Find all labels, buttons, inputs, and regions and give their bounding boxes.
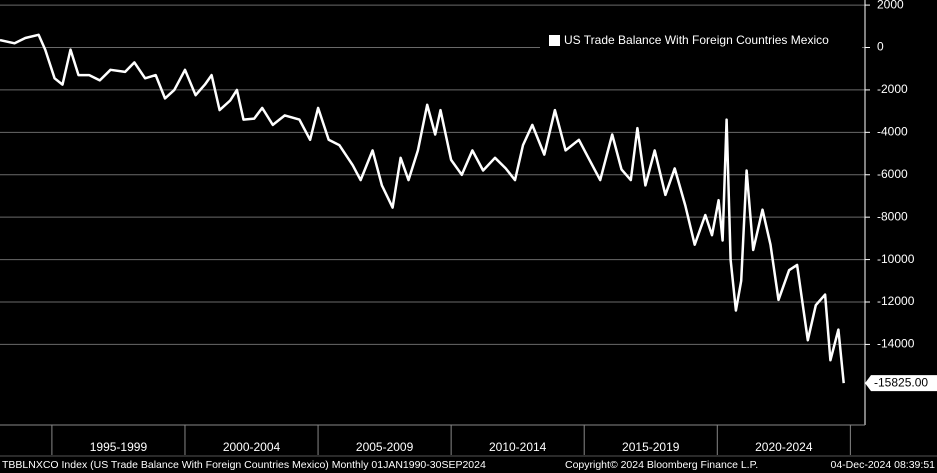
x-period-label: 2010-2014 bbox=[489, 440, 547, 454]
x-period-label: 1995-1999 bbox=[90, 440, 148, 454]
legend-box bbox=[540, 28, 862, 53]
x-period-label: 2000-2004 bbox=[223, 440, 281, 454]
y-tick-label: -14000 bbox=[877, 337, 915, 351]
y-tick-label: -8000 bbox=[877, 209, 908, 223]
last-value-flag bbox=[865, 375, 937, 392]
x-period-label: 2020-2024 bbox=[755, 440, 813, 454]
line-series bbox=[0, 33, 845, 384]
y-tick-label: -4000 bbox=[877, 125, 908, 139]
legend-label: US Trade Balance With Foreign Countries … bbox=[564, 33, 829, 47]
x-period-label: 2005-2009 bbox=[356, 440, 414, 454]
y-tick-label: -12000 bbox=[877, 294, 915, 308]
y-tick-label: 0 bbox=[877, 40, 884, 54]
y-tick-label: 2000 bbox=[877, 0, 904, 11]
x-period-label: 2015-2019 bbox=[622, 440, 680, 454]
footer-source: TBBLNXCO Index (US Trade Balance With Fo… bbox=[2, 459, 486, 471]
y-tick-label: -2000 bbox=[877, 82, 908, 96]
legend-swatch bbox=[549, 35, 560, 46]
footer-timestamp: 04-Dec-2024 08:39:51 bbox=[831, 459, 936, 471]
footer-copyright: Copyright© 2024 Bloomberg Finance L.P. bbox=[565, 459, 758, 471]
y-tick-label: -10000 bbox=[877, 252, 915, 266]
last-value-label: -15825.00 bbox=[874, 375, 928, 389]
y-tick-label: -6000 bbox=[877, 167, 908, 181]
